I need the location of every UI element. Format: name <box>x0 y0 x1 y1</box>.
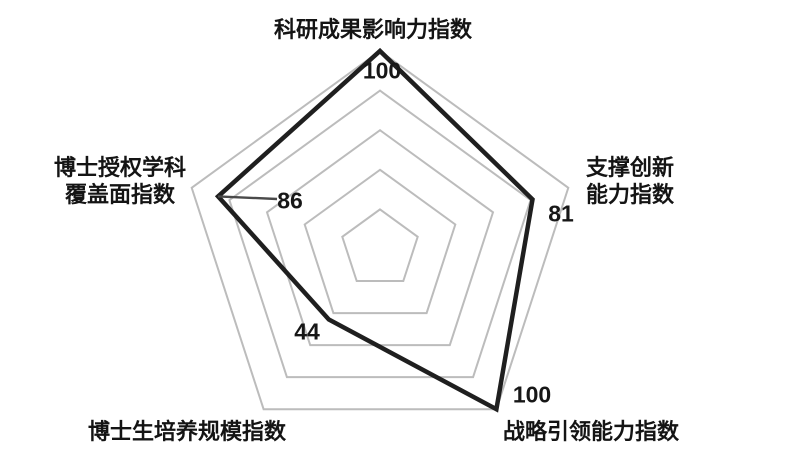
axis-label-research-output-impact: 科研成果影响力指数 <box>273 17 473 42</box>
axis-label-strategic-leadership: 战略引领能力指数 <box>503 419 680 444</box>
data-polygon <box>214 47 535 413</box>
value-label-strategic-leadership: 100 <box>512 381 552 408</box>
axis-label-doctoral-training-scale: 博士生培养规模指数 <box>88 419 287 444</box>
grid-ring-20 <box>341 208 419 282</box>
value-label-doctoral-training-scale: 44 <box>294 318 320 345</box>
value-label-innovation-support: 81 <box>548 200 574 227</box>
value-callout-leader-line <box>218 195 278 201</box>
value-label-research-output-impact: 100 <box>362 57 402 84</box>
value-label-doctoral-discipline-coverage: 86 <box>277 187 303 214</box>
grid-ring-100 <box>190 49 570 411</box>
axis-label-innovation-support: 支撑创新 能力指数 <box>585 155 674 207</box>
axis-label-doctoral-discipline-coverage: 博士授权学科 覆盖面指数 <box>53 155 186 207</box>
grid-ring-80 <box>228 89 532 379</box>
grid-ring-40 <box>303 168 457 315</box>
